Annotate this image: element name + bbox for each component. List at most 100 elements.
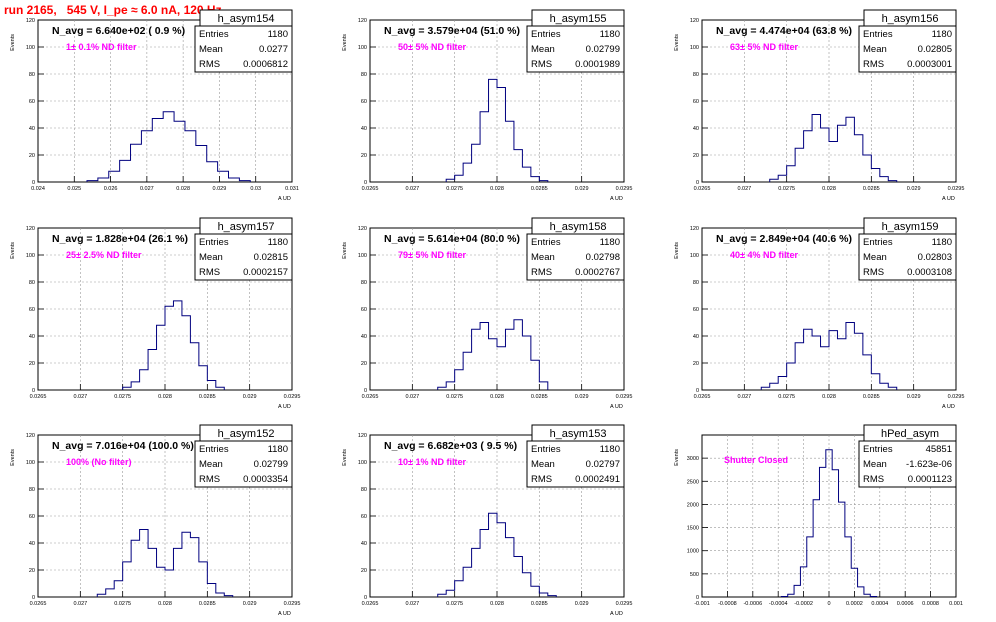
histogram-bin bbox=[163, 112, 174, 182]
y-tick-label: 20 bbox=[361, 568, 367, 574]
y-tick-label: 20 bbox=[29, 361, 35, 367]
stats-key-rms: RMS bbox=[531, 267, 552, 278]
histogram-bin bbox=[770, 179, 778, 182]
x-tick-label: 0.0275 bbox=[446, 186, 463, 192]
histogram-bin bbox=[761, 387, 769, 390]
histogram-bin bbox=[480, 530, 488, 598]
stats-value-rms: 0.0002767 bbox=[575, 267, 620, 278]
panel-h_asym159: 0 20 40 60 80 100 120 0.0265 0.027 0.0275 0.028 0.0… bbox=[674, 217, 964, 410]
histogram-bin bbox=[196, 146, 207, 182]
histogram-bin bbox=[846, 323, 854, 391]
y-tick-label: 80 bbox=[693, 280, 699, 286]
histogram-bin bbox=[505, 329, 513, 390]
x-tick-label: 0 bbox=[827, 601, 830, 607]
filter-label: 100% (No filter) bbox=[66, 457, 132, 467]
stats-key-mean: Mean bbox=[863, 459, 887, 470]
y-axis-title: Events bbox=[674, 242, 680, 259]
x-tick-label: 0.028 bbox=[490, 601, 504, 607]
x-tick-label: 0.031 bbox=[285, 186, 299, 192]
histogram-bin bbox=[463, 567, 471, 597]
y-tick-label: 0 bbox=[696, 388, 699, 394]
histogram-bin bbox=[514, 150, 522, 182]
stats-value-mean: -1.623e-06 bbox=[906, 459, 952, 470]
y-tick-label: 120 bbox=[358, 18, 367, 24]
x-tick-label: 0.0275 bbox=[114, 601, 131, 607]
histogram-bin bbox=[87, 181, 98, 182]
histogram-bin bbox=[207, 162, 218, 182]
x-tick-label: 0.027 bbox=[73, 394, 87, 400]
histogram-bin bbox=[497, 88, 505, 183]
y-tick-label: 80 bbox=[361, 72, 367, 78]
y-tick-label: 80 bbox=[29, 72, 35, 78]
stats-key-rms: RMS bbox=[531, 474, 552, 485]
stats-key-entries: Entries bbox=[863, 237, 893, 248]
histogram-bin bbox=[199, 562, 207, 597]
y-tick-label: 20 bbox=[29, 153, 35, 159]
y-tick-label: 120 bbox=[690, 226, 699, 232]
x-tick-label: 0.0002 bbox=[846, 601, 863, 607]
histogram-bin bbox=[182, 316, 190, 390]
histogram-bin bbox=[489, 513, 497, 597]
histogram-bin bbox=[446, 179, 454, 182]
filter-label: Shutter Closed bbox=[724, 455, 788, 465]
histogram-bin bbox=[463, 163, 471, 182]
histogram-bin bbox=[826, 450, 832, 597]
panel-h_asym153: 0 20 40 60 80 100 120 0.0265 0.027 0.0275 0.028 0.0… bbox=[342, 424, 632, 617]
x-tick-label: 0.029 bbox=[243, 394, 257, 400]
x-tick-label: 0.028 bbox=[176, 186, 190, 192]
x-tick-label: 0.0295 bbox=[948, 186, 965, 192]
x-tick-label: 0.028 bbox=[490, 394, 504, 400]
histogram-bin bbox=[489, 79, 497, 182]
y-tick-label: 80 bbox=[361, 280, 367, 286]
stats-box bbox=[526, 440, 625, 488]
stats-key-mean: Mean bbox=[199, 44, 223, 55]
histogram-line bbox=[437, 512, 557, 597]
x-axis-title: A UD bbox=[278, 196, 291, 202]
histogram-bin bbox=[807, 537, 813, 597]
navg-label: N_avg = 7.016e+04 (100.0 %) bbox=[52, 440, 194, 452]
navg-label: N_avg = 1.828e+04 (26.1 %) bbox=[52, 233, 188, 245]
histogram-bin bbox=[480, 323, 488, 391]
histogram-bin bbox=[788, 594, 794, 597]
x-axis-title: A UD bbox=[610, 611, 623, 617]
histogram-bin bbox=[165, 306, 173, 390]
x-tick-label: 0.027 bbox=[405, 394, 419, 400]
panel-h_asym157: 0 20 40 60 80 100 120 0.0265 0.027 0.0275 0.028 0.0… bbox=[10, 217, 300, 410]
panel-h_asym155: 0 20 40 60 80 100 120 0.0265 0.027 0.0275 0.028 0.0… bbox=[342, 9, 632, 202]
stats-box bbox=[858, 440, 957, 488]
histogram-bin bbox=[770, 383, 778, 390]
histogram-bin bbox=[497, 523, 505, 597]
stats-key-entries: Entries bbox=[863, 444, 893, 455]
histogram-bin bbox=[522, 336, 530, 390]
x-tick-label: 0.0295 bbox=[284, 601, 301, 607]
y-tick-label: 0 bbox=[32, 180, 35, 186]
histogram-bin bbox=[787, 166, 795, 182]
stats-value-entries: 1180 bbox=[932, 29, 952, 40]
x-tick-label: 0.0275 bbox=[446, 394, 463, 400]
histogram-bin bbox=[190, 538, 198, 597]
panel-h_asym154: 0 20 40 60 80 100 120 0.024 0.025 0.026 0.027 0.028… bbox=[10, 9, 299, 202]
y-tick-label: 80 bbox=[361, 487, 367, 493]
x-tick-label: 0.0275 bbox=[778, 394, 795, 400]
stats-value-rms: 0.0002491 bbox=[575, 474, 620, 485]
y-tick-label: 40 bbox=[29, 541, 35, 547]
y-axis-title: Events bbox=[342, 242, 348, 259]
histogram-line bbox=[760, 322, 898, 390]
histogram-bin bbox=[812, 336, 820, 390]
y-tick-label: 100 bbox=[26, 253, 35, 259]
histogram-bin bbox=[539, 181, 547, 182]
x-tick-label: 0.029 bbox=[575, 601, 589, 607]
histogram-bin bbox=[472, 144, 480, 182]
histogram-bin bbox=[463, 352, 471, 390]
histogram-line bbox=[122, 300, 225, 390]
y-tick-label: 120 bbox=[26, 226, 35, 232]
x-axis-title: A UD bbox=[278, 611, 291, 617]
stats-title: h_asym159 bbox=[882, 221, 939, 233]
x-tick-label: 0.024 bbox=[31, 186, 45, 192]
histogram-bin bbox=[880, 177, 888, 182]
histogram-bin bbox=[531, 586, 539, 597]
stats-title: h_asym158 bbox=[550, 221, 607, 233]
x-tick-label: 0.029 bbox=[243, 601, 257, 607]
histogram-bin bbox=[888, 387, 896, 390]
histogram-bin bbox=[114, 581, 122, 597]
